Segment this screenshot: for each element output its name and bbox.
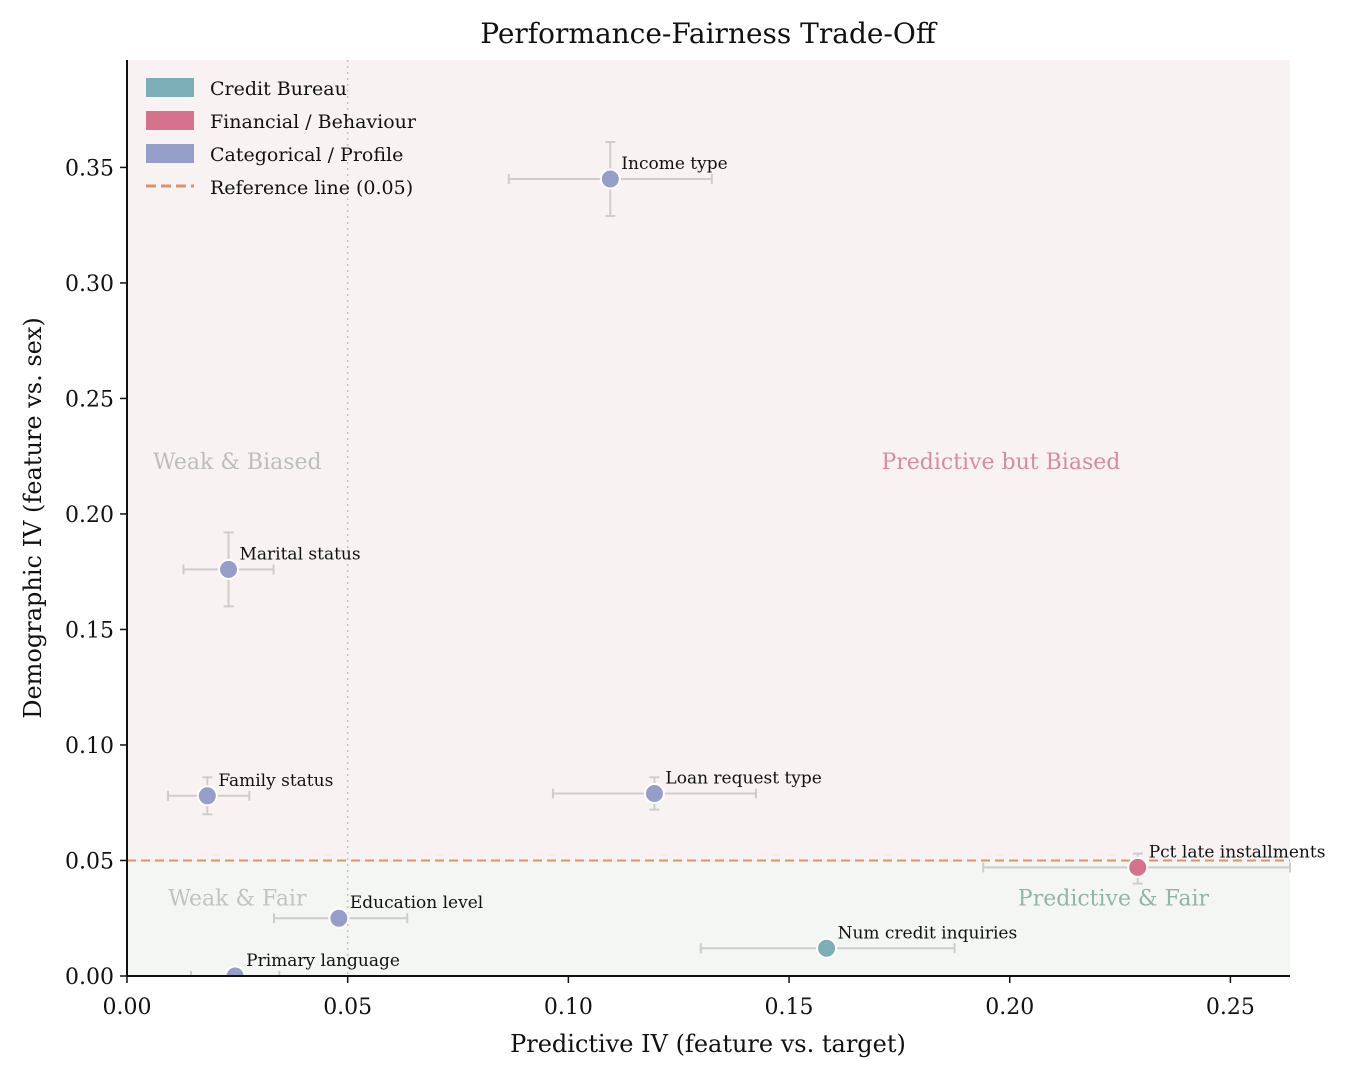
- x-tick-label: 0.00: [103, 995, 152, 1020]
- data-point-group: Pct late installments: [982, 842, 1326, 885]
- y-tick-label: 0.00: [65, 965, 114, 990]
- x-tick-label: 0.20: [985, 995, 1034, 1020]
- y-tick-label: 0.05: [65, 849, 114, 874]
- y-tick-label: 0.15: [65, 618, 114, 643]
- data-point-group: Num credit inquiries: [699, 923, 1018, 959]
- quadrant-label: Predictive but Biased: [881, 450, 1120, 475]
- data-point-group: Family status: [167, 771, 333, 816]
- y-tick-label: 0.10: [65, 734, 114, 759]
- legend-label: Reference line (0.05): [210, 177, 413, 199]
- legend-swatch: [146, 78, 194, 97]
- x-tick-label: 0.05: [323, 995, 372, 1020]
- chart-title: Performance-Fairness Trade-Off: [480, 17, 938, 50]
- data-point: [196, 785, 218, 807]
- data-point-group: Marital status: [182, 531, 361, 608]
- point-label: Pct late installments: [1149, 842, 1326, 862]
- data-point-group: Education level: [272, 893, 483, 929]
- y-tick-label: 0.25: [65, 387, 114, 412]
- point-label: Income type: [621, 154, 727, 174]
- data-point: [599, 168, 621, 190]
- x-tick-label: 0.25: [1206, 995, 1255, 1020]
- point-label: Marital status: [240, 544, 361, 564]
- quadrant-label: Weak & Biased: [153, 450, 322, 475]
- legend-swatch: [146, 111, 194, 130]
- biased-region: [127, 60, 1290, 861]
- point-label: Education level: [350, 893, 483, 913]
- data-point-group: Income type: [507, 141, 728, 217]
- y-tick-label: 0.20: [65, 503, 114, 528]
- data-point: [1127, 856, 1149, 878]
- data-point-group: Loan request type: [551, 768, 822, 811]
- legend-label: Financial / Behaviour: [210, 111, 417, 133]
- x-tick-label: 0.10: [544, 995, 593, 1020]
- legend: Credit Bureau Financial / Behaviour Catego…: [146, 78, 417, 199]
- data-point: [643, 782, 665, 804]
- y-tick-label: 0.30: [65, 272, 114, 297]
- data-point: [218, 558, 240, 580]
- point-label: Primary language: [246, 951, 400, 971]
- quadrant-label: Weak & Fair: [168, 886, 307, 911]
- point-label: Family status: [218, 771, 333, 791]
- data-point: [816, 937, 838, 959]
- y-axis-label: Demographic IV (feature vs. sex): [19, 317, 47, 719]
- point-label: Num credit inquiries: [838, 923, 1018, 943]
- axis-mask: [125, 977, 1292, 987]
- data-point: [328, 907, 350, 929]
- quadrant-label: Predictive & Fair: [1018, 886, 1210, 911]
- x-axis-label: Predictive IV (feature vs. target): [510, 1030, 906, 1058]
- legend-swatch: [146, 144, 194, 163]
- x-tick-label: 0.15: [765, 995, 814, 1020]
- y-tick-label: 0.35: [65, 156, 114, 181]
- legend-label: Categorical / Profile: [210, 144, 403, 166]
- legend-label: Credit Bureau: [210, 78, 347, 100]
- point-label: Loan request type: [665, 768, 821, 788]
